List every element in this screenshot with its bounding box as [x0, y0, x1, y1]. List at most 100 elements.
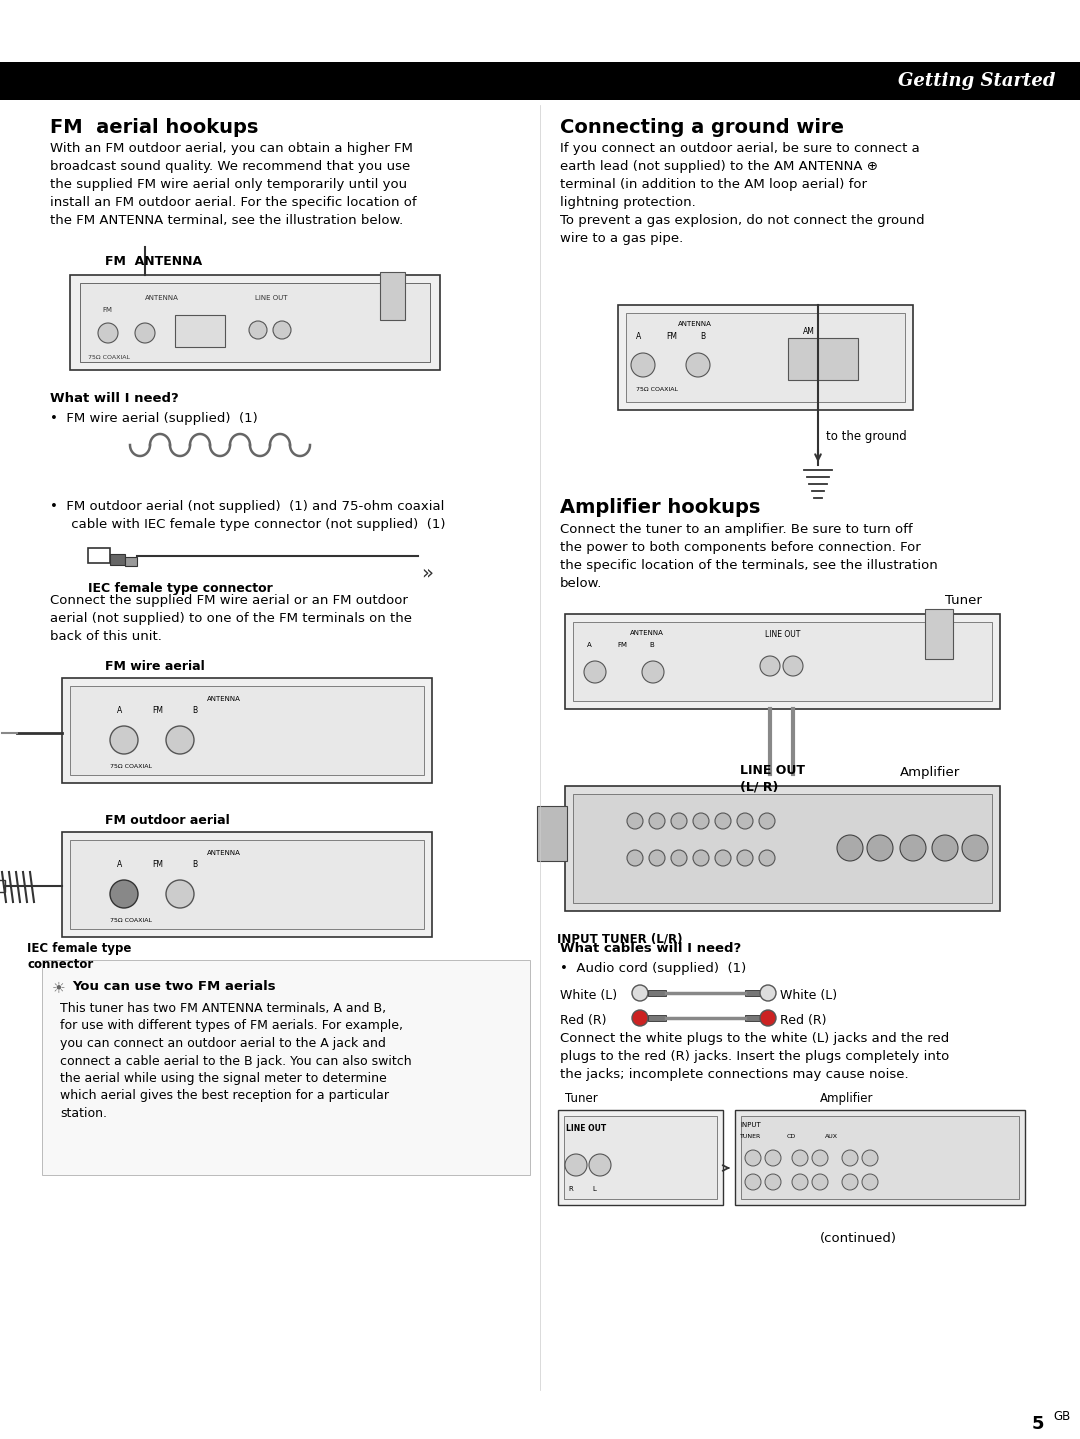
Text: Connect the tuner to an amplifier. Be sure to turn off
the power to both compone: Connect the tuner to an amplifier. Be su…	[561, 522, 937, 590]
Text: Red (R): Red (R)	[561, 1014, 607, 1027]
Circle shape	[632, 1010, 648, 1026]
Text: What will I need?: What will I need?	[50, 391, 179, 404]
Circle shape	[627, 813, 643, 829]
Bar	[564, 1117, 717, 1199]
Circle shape	[760, 1010, 777, 1026]
Circle shape	[249, 321, 267, 340]
Text: ANTENNA: ANTENNA	[678, 321, 712, 327]
Bar	[62, 678, 432, 783]
Text: This tuner has two FM ANTENNA terminals, A and B,
for use with different types o: This tuner has two FM ANTENNA terminals,…	[60, 1002, 411, 1120]
Text: Getting Started: Getting Started	[897, 72, 1055, 91]
Circle shape	[135, 322, 156, 342]
Text: LINE OUT: LINE OUT	[255, 295, 287, 301]
Circle shape	[166, 727, 194, 754]
Bar	[565, 786, 1000, 911]
Text: B: B	[700, 332, 705, 341]
Text: Tuner: Tuner	[565, 1092, 597, 1105]
Circle shape	[693, 850, 708, 866]
Text: AM: AM	[804, 327, 815, 335]
Text: INPUT TUNER (L/R): INPUT TUNER (L/R)	[557, 932, 683, 945]
Bar	[70, 840, 424, 930]
Text: FM: FM	[152, 707, 163, 715]
Circle shape	[792, 1150, 808, 1166]
Bar	[745, 990, 762, 996]
Bar	[70, 275, 440, 370]
Text: FM  ANTENNA: FM ANTENNA	[105, 255, 202, 268]
Circle shape	[110, 727, 138, 754]
Circle shape	[693, 813, 708, 829]
Text: A: A	[588, 642, 592, 648]
Text: A: A	[117, 861, 122, 869]
Circle shape	[649, 850, 665, 866]
Circle shape	[110, 881, 138, 908]
Text: •  FM outdoor aerial (not supplied)  (1) and 75-ohm coaxial
     cable with IEC : • FM outdoor aerial (not supplied) (1) a…	[50, 499, 446, 531]
Text: (continued): (continued)	[820, 1232, 897, 1245]
Bar	[80, 283, 430, 363]
Circle shape	[760, 656, 780, 676]
Text: •  Audio cord (supplied)  (1): • Audio cord (supplied) (1)	[561, 963, 746, 976]
Bar	[0, 62, 1080, 99]
Bar	[87, 548, 110, 563]
Circle shape	[962, 835, 988, 861]
Text: Connect the supplied FM wire aerial or an FM outdoor
aerial (not supplied) to on: Connect the supplied FM wire aerial or a…	[50, 594, 411, 643]
Text: B: B	[649, 642, 653, 648]
Circle shape	[632, 986, 648, 1002]
Circle shape	[671, 813, 687, 829]
Circle shape	[589, 1154, 611, 1176]
Text: FM outdoor aerial: FM outdoor aerial	[105, 814, 230, 827]
Text: ANTENNA: ANTENNA	[207, 850, 241, 856]
Text: L: L	[592, 1186, 596, 1191]
Text: FM wire aerial: FM wire aerial	[105, 661, 205, 673]
Bar	[110, 554, 125, 566]
Text: A: A	[636, 332, 642, 341]
Circle shape	[837, 835, 863, 861]
Circle shape	[842, 1150, 858, 1166]
Circle shape	[842, 1174, 858, 1190]
Text: White (L): White (L)	[561, 989, 617, 1002]
Bar	[573, 622, 993, 701]
Text: FM  aerial hookups: FM aerial hookups	[50, 118, 258, 137]
Bar	[735, 1109, 1025, 1204]
Circle shape	[900, 835, 926, 861]
Text: B: B	[192, 707, 198, 715]
Text: to the ground: to the ground	[826, 430, 907, 443]
Text: Amplifier: Amplifier	[900, 766, 960, 778]
Circle shape	[812, 1150, 828, 1166]
Text: AUX: AUX	[825, 1134, 838, 1140]
Text: Tuner: Tuner	[945, 594, 982, 607]
Text: FM: FM	[617, 642, 627, 648]
Text: ANTENNA: ANTENNA	[630, 630, 664, 636]
Bar	[175, 315, 225, 347]
Bar	[125, 557, 137, 566]
Text: Connecting a ground wire: Connecting a ground wire	[561, 118, 843, 137]
Bar	[618, 305, 913, 410]
Circle shape	[686, 353, 710, 377]
Text: INPUT: INPUT	[740, 1122, 760, 1128]
Text: IEC female type
connector: IEC female type connector	[27, 943, 132, 971]
Bar	[62, 832, 432, 937]
Bar	[70, 686, 424, 776]
Circle shape	[862, 1174, 878, 1190]
Bar	[626, 314, 905, 401]
Circle shape	[862, 1150, 878, 1166]
Bar	[648, 1014, 666, 1022]
Text: FM: FM	[102, 307, 112, 314]
Text: •  FM wire aerial (supplied)  (1): • FM wire aerial (supplied) (1)	[50, 412, 258, 425]
Bar	[573, 794, 993, 904]
Bar	[537, 806, 567, 861]
Circle shape	[932, 835, 958, 861]
Circle shape	[760, 986, 777, 1002]
Text: 75Ω COAXIAL: 75Ω COAXIAL	[87, 355, 130, 360]
Text: FM: FM	[666, 332, 677, 341]
Text: Amplifier hookups: Amplifier hookups	[561, 498, 760, 517]
Text: If you connect an outdoor aerial, be sure to connect a
earth lead (not supplied): If you connect an outdoor aerial, be sur…	[561, 142, 924, 245]
Circle shape	[737, 813, 753, 829]
Text: FM: FM	[152, 861, 163, 869]
Bar	[648, 990, 666, 996]
Text: LINE OUT
(L/ R): LINE OUT (L/ R)	[740, 764, 805, 793]
Circle shape	[737, 850, 753, 866]
Circle shape	[745, 1174, 761, 1190]
Text: 75Ω COAXIAL: 75Ω COAXIAL	[110, 764, 152, 768]
Circle shape	[715, 813, 731, 829]
Circle shape	[166, 881, 194, 908]
